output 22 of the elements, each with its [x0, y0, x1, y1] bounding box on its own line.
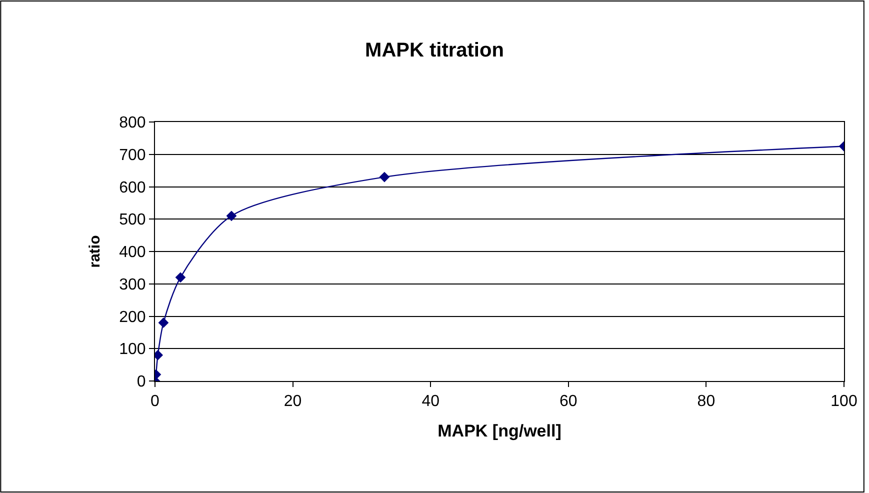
- point: [175, 272, 186, 283]
- x-tick-label: 100: [830, 393, 858, 410]
- x-tick-label: 20: [284, 393, 302, 410]
- y-tick-label: 500: [119, 212, 146, 229]
- x-axis-title: MAPK [ng/well]: [438, 422, 562, 441]
- x-tick-label: 0: [150, 393, 160, 410]
- point: [226, 210, 237, 222]
- x-tick-label: 80: [697, 393, 716, 410]
- y-tick-label: 700: [119, 146, 146, 164]
- y-tick-label: 0: [136, 374, 146, 391]
- x-tick-label: 60: [560, 393, 578, 410]
- y-axis-title: ratio: [86, 235, 104, 268]
- point: [379, 172, 390, 182]
- chart-title: MAPK titration: [365, 39, 504, 62]
- x-tick-label: 40: [422, 393, 440, 410]
- y-tick-label: 600: [119, 179, 146, 196]
- y-tick-label: 800: [119, 114, 146, 132]
- y-tick-label: 200: [119, 308, 146, 326]
- y-tick-label: 300: [119, 276, 146, 294]
- point: [158, 318, 169, 328]
- y-tick-label: 400: [119, 244, 146, 262]
- y-tick-label: 100: [119, 341, 146, 358]
